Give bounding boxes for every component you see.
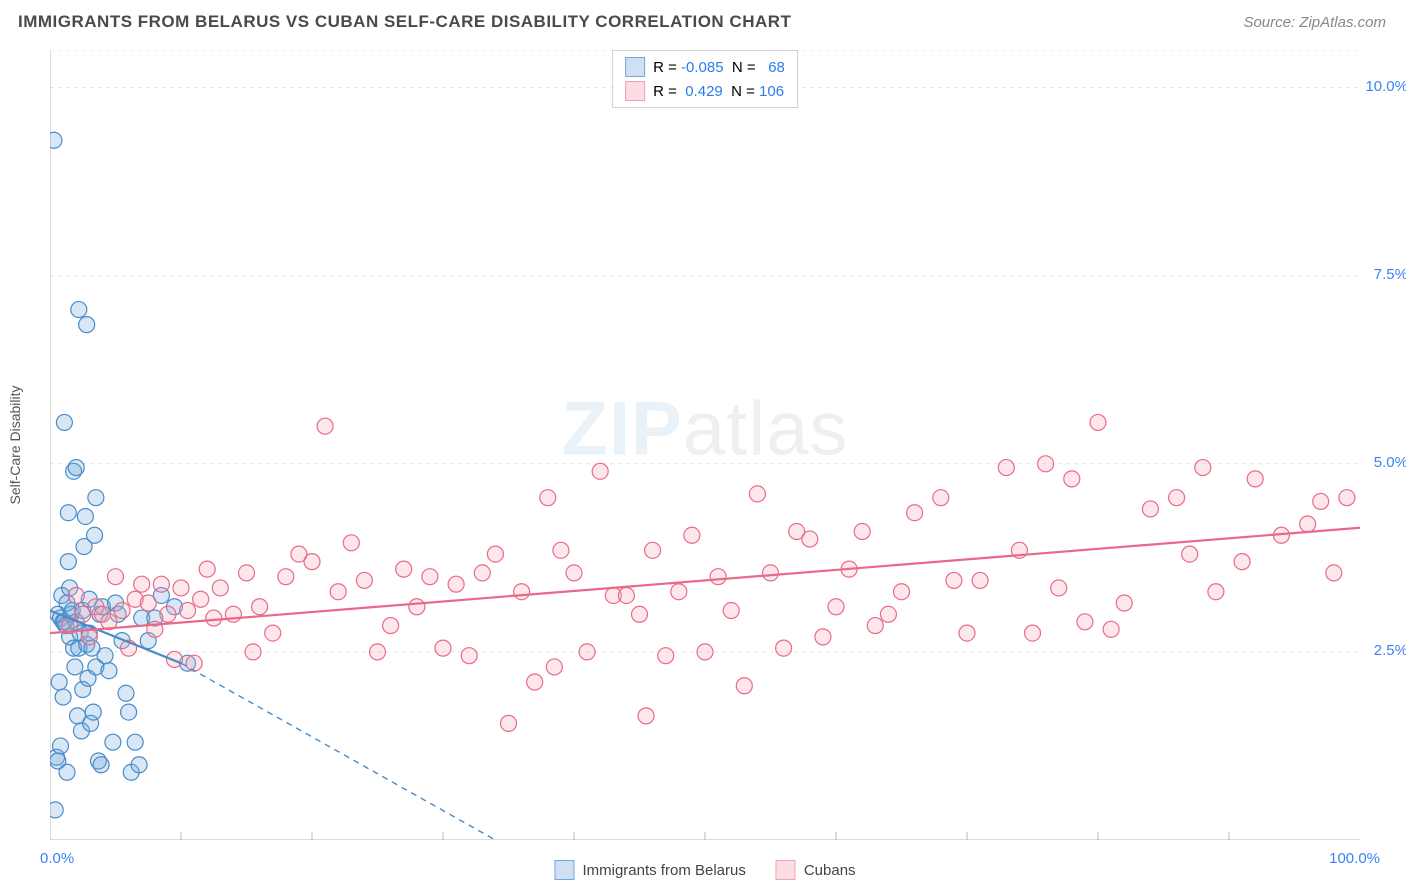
- legend-swatch: [776, 860, 796, 880]
- chart-area: Self-Care Disability ZIPatlas R = -0.085…: [50, 50, 1360, 840]
- x-tick-label: 100.0%: [1329, 850, 1380, 867]
- legend-label: Cubans: [804, 862, 856, 879]
- legend-series: Immigrants from Belarus Cubans: [554, 860, 855, 880]
- legend-item: Immigrants from Belarus: [554, 860, 745, 880]
- legend-item: Cubans: [776, 860, 856, 880]
- legend-stat-row: R = -0.085 N = 68: [625, 57, 785, 77]
- y-axis-label: Self-Care Disability: [7, 385, 23, 504]
- legend-stat-row: R = 0.429 N = 106: [625, 81, 785, 101]
- y-tick-label: 7.5%: [1374, 266, 1406, 283]
- y-tick-label: 2.5%: [1374, 642, 1406, 659]
- y-tick-label: 10.0%: [1365, 78, 1406, 95]
- y-tick-label: 5.0%: [1374, 454, 1406, 471]
- legend-swatch: [554, 860, 574, 880]
- scatter-plot: [50, 50, 1360, 840]
- legend-swatch: [625, 81, 645, 101]
- chart-title: IMMIGRANTS FROM BELARUS VS CUBAN SELF-CA…: [18, 12, 791, 32]
- legend-label: Immigrants from Belarus: [582, 862, 745, 879]
- x-tick-label: 0.0%: [40, 850, 74, 867]
- legend-stats: R = -0.085 N = 68 R = 0.429 N = 106: [612, 50, 798, 108]
- chart-header: IMMIGRANTS FROM BELARUS VS CUBAN SELF-CA…: [0, 0, 1406, 40]
- legend-swatch: [625, 57, 645, 77]
- source-label: Source: ZipAtlas.com: [1243, 14, 1386, 31]
